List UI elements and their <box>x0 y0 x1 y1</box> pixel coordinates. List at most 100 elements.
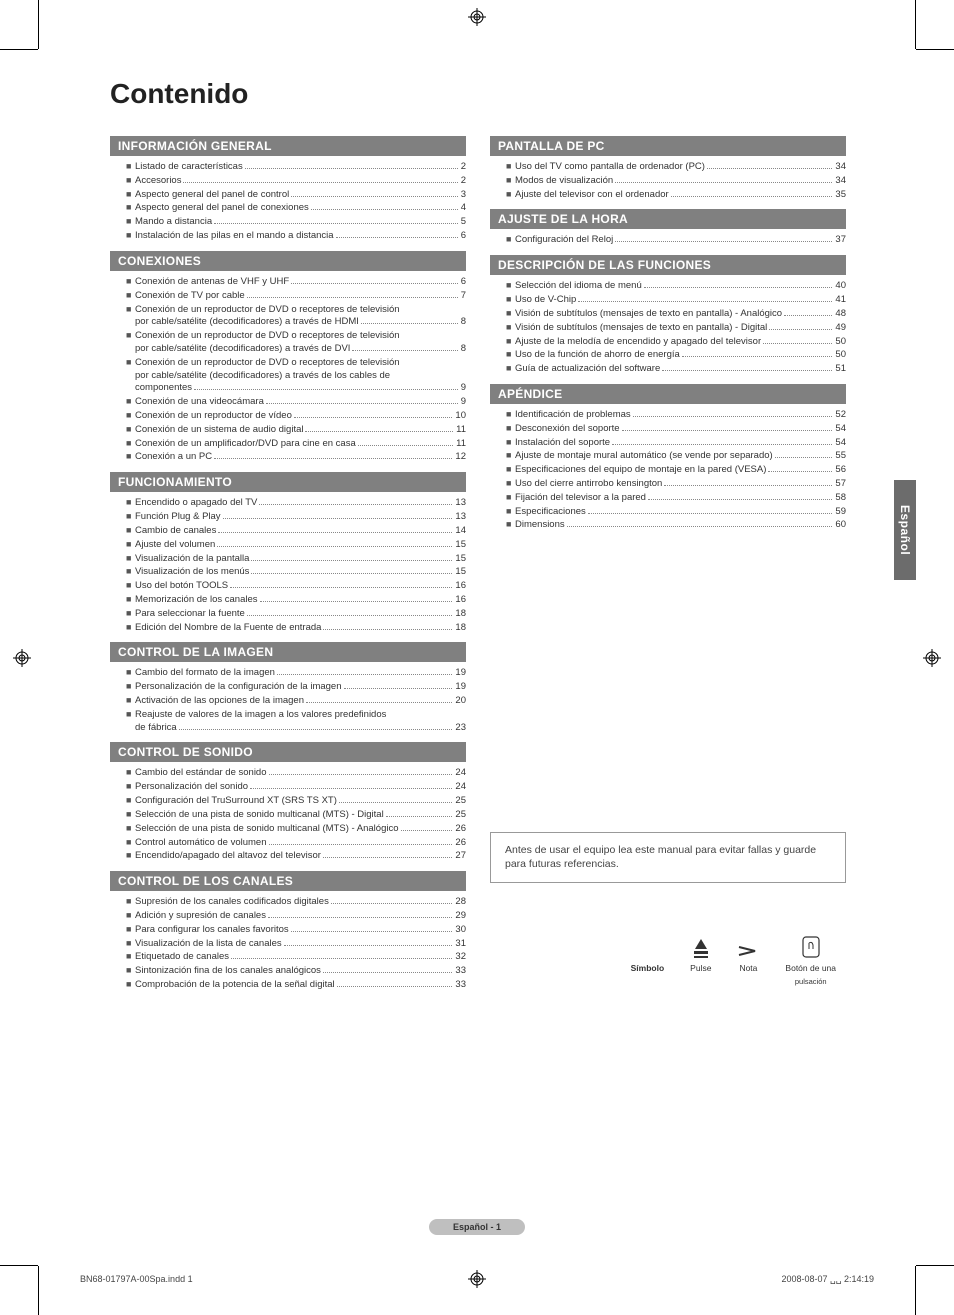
toc-item: ■Encendido/apagado del altavoz del telev… <box>126 849 466 863</box>
symbol-label: pulsación <box>785 977 836 986</box>
section-heading: AJUSTE DE LA HORA <box>490 209 846 229</box>
toc-item: ■Conexión de una videocámara9 <box>126 395 466 409</box>
toc-item: ■Visualización de la lista de canales31 <box>126 937 466 951</box>
toc-item: ■Selección del idioma de menú40 <box>506 279 846 293</box>
toc-item: ■Instalación del soporte54 <box>506 436 846 450</box>
toc-item: ■Función Plug & Play13 <box>126 510 466 524</box>
toc-item: ■Para configurar los canales favoritos30 <box>126 923 466 937</box>
one-touch-button-icon <box>801 935 821 959</box>
toc-item: ■Conexión de un amplificador/DVD para ci… <box>126 437 466 451</box>
toc-item: ■Visualización de la pantalla15 <box>126 552 466 566</box>
toc-left-column: INFORMACIÓN GENERAL■Listado de caracterí… <box>110 128 466 992</box>
toc-item: ■Personalización del sonido24 <box>126 780 466 794</box>
toc-item: ■Activación de las opciones de la imagen… <box>126 694 466 708</box>
toc-item: ■Ajuste de montaje mural automático (se … <box>506 449 846 463</box>
print-footer: BN68-01797A-00Spa.indd 1 2008-08-07 ␣␣ 2… <box>80 1274 874 1285</box>
toc-list: ■Encendido o apagado del TV13■Función Pl… <box>110 496 466 634</box>
toc-item: ■Ajuste de la melodía de encendido y apa… <box>506 335 846 349</box>
toc-item: ■Encendido o apagado del TV13 <box>126 496 466 510</box>
toc-item: ■Visión de subtítulos (mensajes de texto… <box>506 321 846 335</box>
toc-item: ■Memorización de los canales16 <box>126 593 466 607</box>
section-heading: CONEXIONES <box>110 251 466 271</box>
toc-item: ■Ajuste del televisor con el ordenador35 <box>506 188 846 202</box>
toc-item: ■Aspecto general del panel de conexiones… <box>126 201 466 215</box>
toc-item: ■Visualización de los menús15 <box>126 565 466 579</box>
toc-item: ■Dimensions60 <box>506 518 846 532</box>
toc-item: ■Etiquetado de canales32 <box>126 950 466 964</box>
toc-item: por cable/satélite (decodificadores) a t… <box>126 316 466 329</box>
toc-item: de fábrica23 <box>126 722 466 735</box>
toc-item: ■Conexión de antenas de VHF y UHF6 <box>126 275 466 289</box>
toc-item: ■Uso del cierre antirrobo kensington57 <box>506 477 846 491</box>
toc-list: ■Identificación de problemas52■Desconexi… <box>490 408 846 532</box>
registration-mark-icon <box>468 8 486 26</box>
section-heading: DESCRIPCIÓN DE LAS FUNCIONES <box>490 255 846 275</box>
symbol-legend: Símbolo Pulse Nota Botón de una pulsación <box>490 933 846 986</box>
toc-item: ■Conexión de un reproductor de DVD o rec… <box>126 356 466 370</box>
registration-mark-icon <box>923 649 941 667</box>
toc-list: ■Selección del idioma de menú40■Uso de V… <box>490 279 846 376</box>
toc-item: ■Fijación del televisor a la pared58 <box>506 491 846 505</box>
toc-item: ■Accesorios2 <box>126 174 466 188</box>
toc-list: ■Configuración del Reloj37 <box>490 233 846 247</box>
toc-item: ■Desconexión del soporte54 <box>506 422 846 436</box>
toc-item: ■Conexión de un reproductor de DVD o rec… <box>126 329 466 343</box>
toc-item: ■Especificaciones del equipo de montaje … <box>506 463 846 477</box>
symbol-label: Botón de una <box>785 963 836 973</box>
toc-item: ■Control automático de volumen26 <box>126 836 466 850</box>
toc-item: ■Uso de V-Chip41 <box>506 293 846 307</box>
toc-item: ■Modos de visualización34 <box>506 174 846 188</box>
symbol-label: Pulse <box>690 963 711 973</box>
toc-item: por cable/satélite (decodificadores) a t… <box>126 343 466 356</box>
symbol-label: Símbolo <box>631 963 665 973</box>
toc-item: ■Guía de actualización del software51 <box>506 362 846 376</box>
page-title: Contenido <box>110 78 846 110</box>
toc-item: ■Configuración del Reloj37 <box>506 233 846 247</box>
toc-item: ■Listado de características2 <box>126 160 466 174</box>
section-heading: APÉNDICE <box>490 384 846 404</box>
toc-item: ■Cambio del formato de la imagen19 <box>126 666 466 680</box>
toc-right-column: PANTALLA DE PC■Uso del TV como pantalla … <box>490 128 846 992</box>
toc-item: ■Configuración del TruSurround XT (SRS T… <box>126 794 466 808</box>
section-heading: CONTROL DE SONIDO <box>110 742 466 762</box>
toc-list: ■Conexión de antenas de VHF y UHF6■Conex… <box>110 275 466 464</box>
toc-item: ■Ajuste del volumen15 <box>126 538 466 552</box>
toc-item: ■Selección de una pista de sonido multic… <box>126 822 466 836</box>
toc-item: ■Cambio del estándar de sonido24 <box>126 766 466 780</box>
language-tab: Español <box>894 480 916 580</box>
toc-item: ■Conexión de un reproductor de vídeo10 <box>126 409 466 423</box>
print-file-name: BN68-01797A-00Spa.indd 1 <box>80 1274 193 1285</box>
toc-item: ■Para seleccionar la fuente18 <box>126 607 466 621</box>
section-heading: PANTALLA DE PC <box>490 136 846 156</box>
toc-item: ■Cambio de canales14 <box>126 524 466 538</box>
symbol-label: Nota <box>737 963 759 973</box>
page-number-pill: Español - 1 <box>429 1219 525 1235</box>
toc-item: ■Adición y supresión de canales29 <box>126 909 466 923</box>
toc-list: ■Cambio del estándar de sonido24■Persona… <box>110 766 466 863</box>
toc-item: ■Supresión de los canales codificados di… <box>126 895 466 909</box>
note-icon <box>737 943 759 959</box>
toc-item: ■Conexión de un sistema de audio digital… <box>126 423 466 437</box>
toc-item: por cable/satélite (decodificadores) a t… <box>126 370 466 383</box>
toc-item: ■Conexión de TV por cable7 <box>126 289 466 303</box>
section-heading: FUNCIONAMIENTO <box>110 472 466 492</box>
press-icon <box>692 937 710 959</box>
toc-item: ■Uso de la función de ahorro de energía5… <box>506 348 846 362</box>
toc-item: ■Uso del botón TOOLS16 <box>126 579 466 593</box>
toc-item: ■Personalización de la configuración de … <box>126 680 466 694</box>
toc-list: ■Listado de características2■Accesorios2… <box>110 160 466 243</box>
toc-item: ■Reajuste de valores de la imagen a los … <box>126 708 466 722</box>
toc-item: ■ Especificaciones59 <box>506 505 846 519</box>
toc-list: ■Supresión de los canales codificados di… <box>110 895 466 992</box>
toc-item: ■Instalación de las pilas en el mando a … <box>126 229 466 243</box>
print-timestamp: 2008-08-07 ␣␣ 2:14:19 <box>782 1274 875 1285</box>
toc-item: ■Comprobación de la potencia de la señal… <box>126 978 466 992</box>
toc-item: ■Edición del Nombre de la Fuente de entr… <box>126 621 466 635</box>
toc-item: ■Conexión de un reproductor de DVD o rec… <box>126 303 466 317</box>
toc-item: ■Aspecto general del panel de control3 <box>126 188 466 202</box>
section-heading: CONTROL DE LOS CANALES <box>110 871 466 891</box>
toc-item: ■Sintonización fina de los canales analó… <box>126 964 466 978</box>
toc-item: ■Identificación de problemas52 <box>506 408 846 422</box>
warning-note: Antes de usar el equipo lea este manual … <box>490 832 846 882</box>
toc-item: ■Mando a distancia5 <box>126 215 466 229</box>
